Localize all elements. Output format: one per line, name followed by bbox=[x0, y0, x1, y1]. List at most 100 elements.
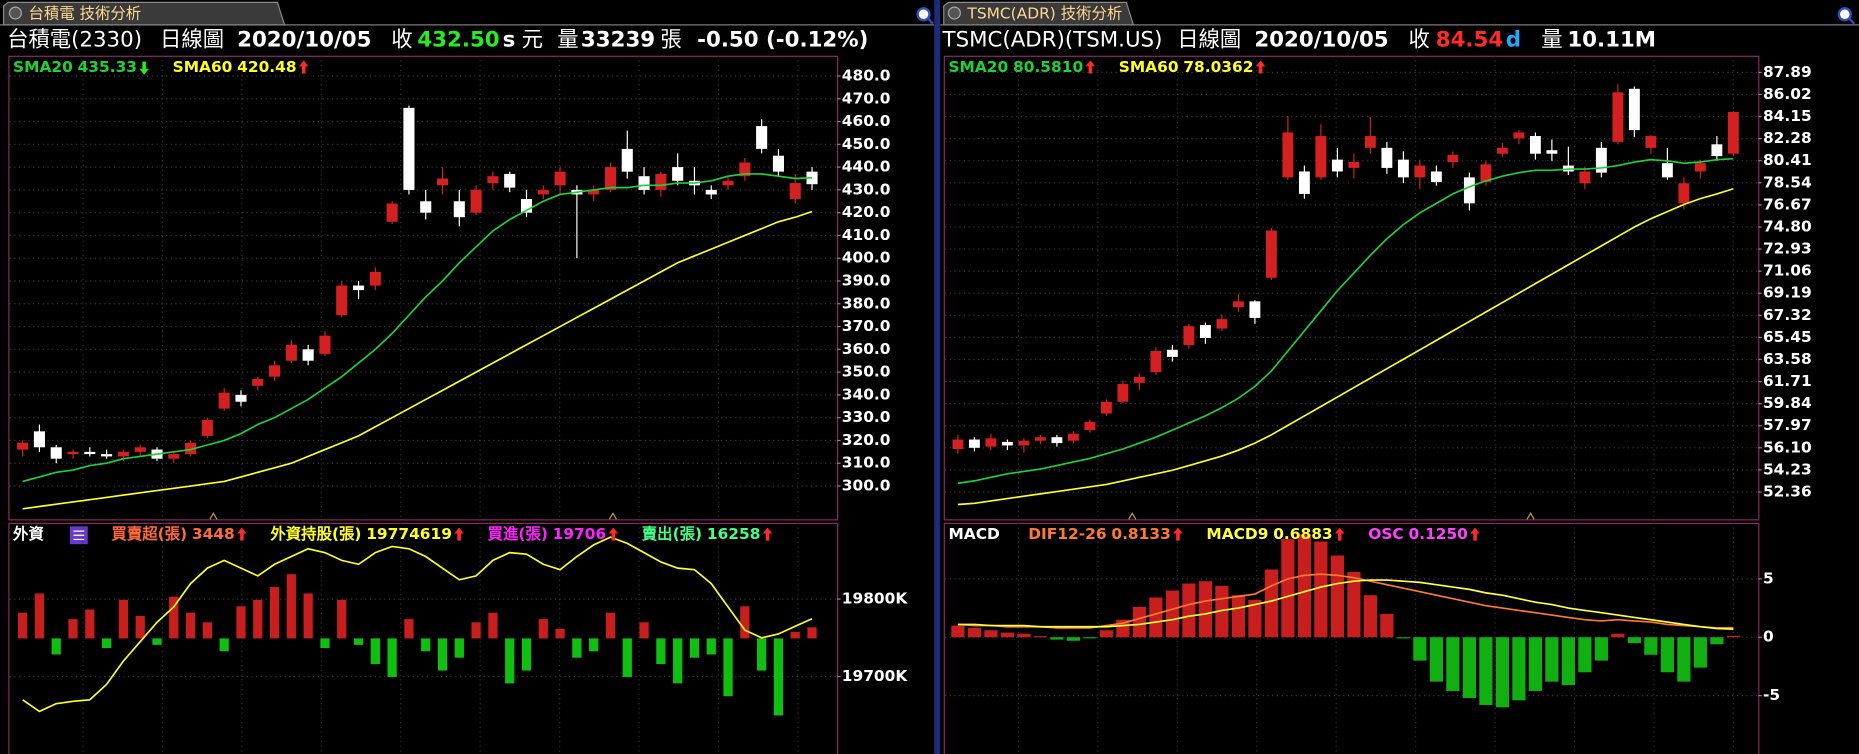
bar bbox=[68, 619, 78, 639]
bar bbox=[421, 638, 431, 652]
trend-arrow bbox=[237, 527, 247, 541]
marker bbox=[209, 512, 218, 520]
candle-body bbox=[1694, 163, 1706, 172]
bar bbox=[1380, 613, 1394, 638]
panel-frame bbox=[8, 522, 839, 754]
tab-label[interactable]: TSMC(ADR) 技術分析 bbox=[966, 5, 1122, 23]
candle-body bbox=[84, 451, 96, 455]
header-text: 2020/10/05 bbox=[237, 27, 371, 52]
candle-body bbox=[1595, 147, 1607, 173]
y-tick-label: -5 bbox=[1763, 686, 1780, 704]
tab-icon[interactable] bbox=[8, 6, 22, 20]
candle-body bbox=[1381, 147, 1393, 168]
bar bbox=[622, 638, 632, 677]
panel-frame bbox=[943, 522, 1760, 754]
header-text: -0.50 (-0.12%) bbox=[697, 27, 868, 52]
y-tick-label: 19800K bbox=[842, 590, 909, 608]
bar bbox=[320, 638, 330, 649]
bar bbox=[1594, 637, 1608, 661]
bar bbox=[353, 638, 364, 645]
bar bbox=[656, 638, 666, 665]
tab[interactable] bbox=[943, 1, 1135, 26]
bar bbox=[1413, 637, 1427, 661]
bar bbox=[488, 612, 498, 639]
y-tick-label: 84.15 bbox=[1763, 107, 1812, 125]
zoom-icon[interactable] bbox=[916, 7, 934, 25]
candle-body bbox=[1067, 433, 1079, 441]
bar bbox=[1066, 637, 1081, 641]
splitter[interactable] bbox=[934, 0, 941, 754]
legend-name: DIF12-26 bbox=[1028, 525, 1106, 543]
series-line bbox=[957, 157, 1734, 485]
candle-body bbox=[403, 107, 415, 190]
legend-title: MACD bbox=[948, 525, 999, 543]
candle-body bbox=[1430, 171, 1442, 183]
bar bbox=[1545, 637, 1559, 682]
y-tick-label: 380.0 bbox=[842, 294, 891, 312]
y-tick-label: 360.0 bbox=[842, 340, 891, 358]
candle-body bbox=[1397, 159, 1409, 178]
y-tick-label: 80.41 bbox=[1763, 151, 1812, 169]
header-text: 日線圖 bbox=[160, 27, 224, 52]
candle-body bbox=[1166, 349, 1178, 357]
bar bbox=[253, 599, 263, 639]
candle-body bbox=[168, 454, 180, 459]
trend-arrow bbox=[608, 527, 619, 541]
candle-body bbox=[487, 176, 499, 184]
candle-body bbox=[67, 451, 79, 455]
legend-name: 買進(張) bbox=[488, 525, 548, 543]
y-tick-label: 59.84 bbox=[1763, 394, 1812, 412]
legend-value: 80.5810 bbox=[1013, 58, 1083, 76]
bar bbox=[286, 574, 296, 639]
candle-body bbox=[386, 203, 398, 222]
bar bbox=[169, 596, 179, 639]
candle-body bbox=[302, 349, 314, 361]
candle-body bbox=[1315, 136, 1327, 178]
bar bbox=[757, 638, 767, 671]
candle-body bbox=[1100, 401, 1112, 414]
y-tick-label: 87.89 bbox=[1763, 63, 1812, 81]
header-text: 量 bbox=[1541, 27, 1562, 52]
candle-body bbox=[185, 442, 197, 455]
bar bbox=[202, 622, 212, 639]
bar bbox=[1363, 595, 1377, 638]
tab-icon[interactable] bbox=[947, 6, 961, 20]
tab-label[interactable]: 台積電 技術分析 bbox=[28, 5, 141, 23]
bar bbox=[1710, 637, 1724, 645]
candle-body bbox=[336, 285, 348, 316]
bar bbox=[1330, 555, 1344, 638]
bar bbox=[1149, 597, 1163, 638]
candle-body bbox=[1249, 301, 1261, 318]
bar bbox=[1693, 637, 1707, 668]
bar bbox=[605, 612, 616, 639]
y-tick-label: 63.58 bbox=[1763, 350, 1812, 368]
candle-body bbox=[33, 431, 45, 448]
legend-name: 賣出(張) bbox=[641, 524, 702, 543]
candle-body bbox=[621, 148, 633, 172]
candle-body bbox=[1348, 162, 1360, 168]
y-tick-label: 370.0 bbox=[842, 317, 891, 335]
bar bbox=[1561, 637, 1575, 686]
zoom-icon[interactable] bbox=[1837, 7, 1856, 25]
tab[interactable] bbox=[2, 1, 286, 26]
bar bbox=[236, 606, 246, 639]
legend-value: 3448 bbox=[192, 525, 235, 543]
y-tick-label: 76.67 bbox=[1763, 195, 1812, 213]
header-text: 日線圖 bbox=[1177, 27, 1241, 52]
y-tick-label: 350.0 bbox=[842, 363, 891, 381]
candle-body bbox=[1546, 150, 1558, 154]
series-line bbox=[957, 187, 1734, 506]
candle-body bbox=[369, 271, 381, 286]
candle-body bbox=[588, 189, 600, 195]
bar bbox=[706, 638, 716, 655]
bar bbox=[219, 638, 229, 652]
y-tick-label: 61.71 bbox=[1763, 372, 1812, 390]
y-tick-label: 320.0 bbox=[842, 431, 891, 449]
candle-body bbox=[17, 442, 29, 450]
bar bbox=[967, 627, 982, 638]
candle-body bbox=[117, 451, 129, 457]
candle-body bbox=[101, 454, 113, 457]
candle-body bbox=[1265, 230, 1277, 278]
legend-name: SMA20 bbox=[13, 58, 73, 76]
candle-body bbox=[1529, 136, 1541, 154]
